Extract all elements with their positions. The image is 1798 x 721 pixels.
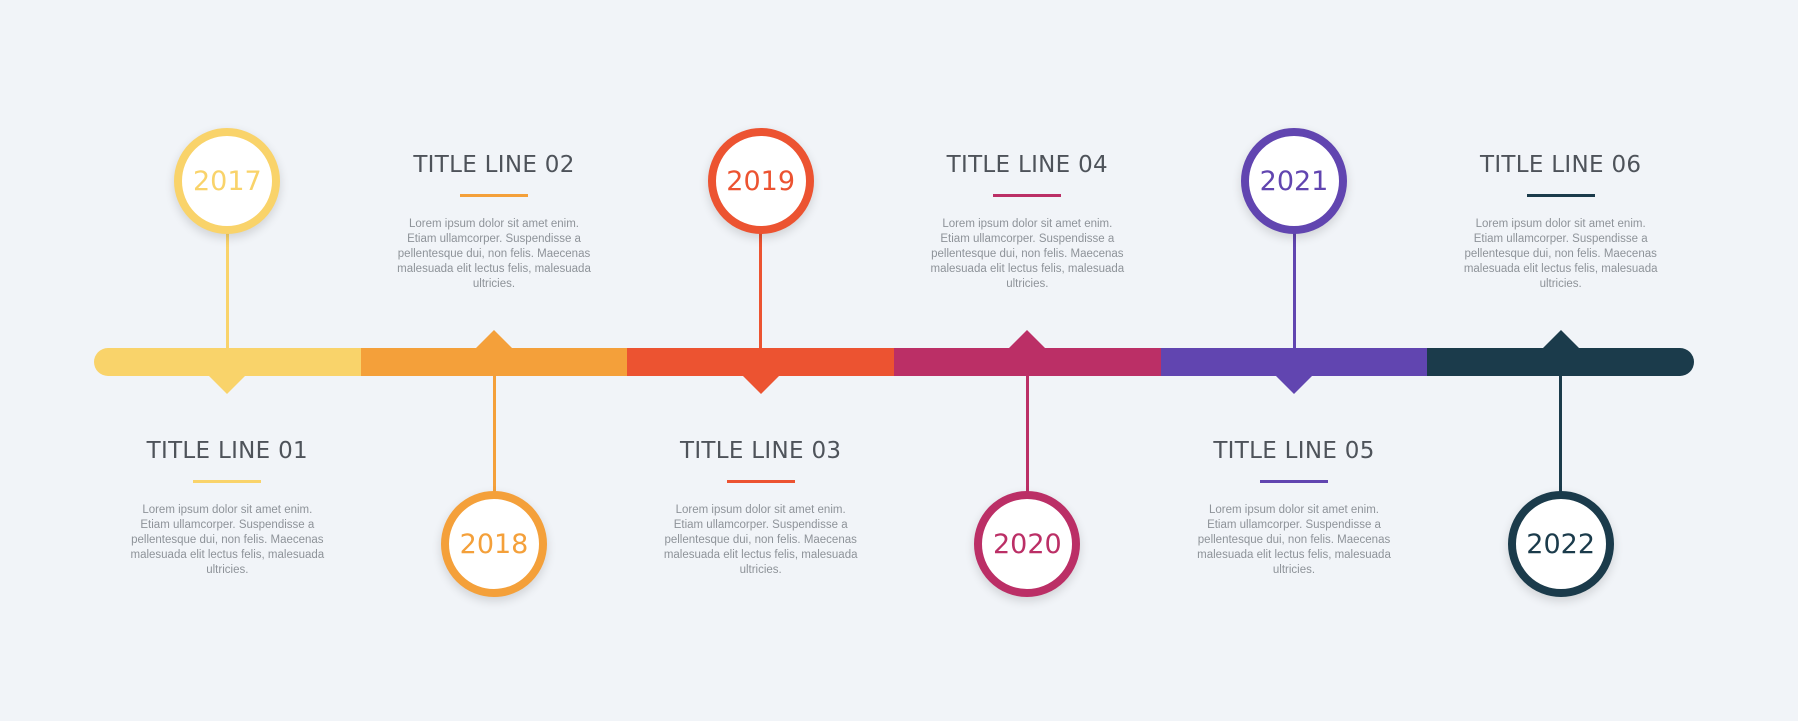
year-label: 2017 <box>192 165 262 197</box>
milestone-text-3: TITLE LINE 03 Lorem ipsum dolor sit amet … <box>661 438 861 578</box>
segment-pointer-6 <box>1542 330 1579 348</box>
milestone-description: Lorem ipsum dolor sit amet enim. Etiam u… <box>397 218 591 290</box>
title-underline <box>1260 480 1328 483</box>
connector-line-3 <box>759 181 763 362</box>
title-underline <box>460 194 528 197</box>
title-underline <box>726 480 795 483</box>
year-circle-2: 2018 <box>441 491 547 597</box>
segment-pointer-3 <box>742 376 779 394</box>
milestone-title: TITLE LINE 06 <box>1479 152 1642 178</box>
connector-line-4 <box>1025 362 1029 544</box>
connector-line-6 <box>1559 362 1563 544</box>
milestone-description: Lorem ipsum dolor sit amet enim. Etiam u… <box>1463 218 1658 290</box>
milestone-title: TITLE LINE 04 <box>946 152 1108 178</box>
year-circle-4: 2020 <box>974 491 1081 597</box>
year-label: 2022 <box>1526 528 1596 560</box>
year-label: 2020 <box>992 528 1062 560</box>
milestone-text-6: TITLE LINE 06 Lorem ipsum dolor sit amet … <box>1461 152 1661 292</box>
milestone-text-1: TITLE LINE 01 Lorem ipsum dolor sit amet … <box>127 438 327 578</box>
milestone-text-2: TITLE LINE 02 Lorem ipsum dolor sit amet … <box>394 152 594 292</box>
connector-line-1 <box>225 181 229 362</box>
year-label: 2018 <box>459 528 529 560</box>
title-underline <box>993 194 1062 197</box>
milestone-title: TITLE LINE 05 <box>1213 438 1375 464</box>
segment-pointer-2 <box>476 330 512 348</box>
milestone-title: TITLE LINE 02 <box>413 152 575 178</box>
title-underline <box>1526 194 1595 197</box>
connector-line-5 <box>1292 181 1296 362</box>
year-label: 2021 <box>1259 165 1329 197</box>
milestone-text-5: TITLE LINE 05 Lorem ipsum dolor sit amet … <box>1194 438 1394 578</box>
year-circle-5: 2021 <box>1241 128 1347 234</box>
milestone-description: Lorem ipsum dolor sit amet enim. Etiam u… <box>1197 504 1391 576</box>
milestone-description: Lorem ipsum dolor sit amet enim. Etiam u… <box>130 504 325 576</box>
segment-pointer-5 <box>1276 376 1312 394</box>
year-circle-1: 2017 <box>174 128 281 234</box>
milestone-text-4: TITLE LINE 04 Lorem ipsum dolor sit amet … <box>927 152 1127 292</box>
milestone-description: Lorem ipsum dolor sit amet enim. Etiam u… <box>663 504 858 576</box>
connector-line-2 <box>492 362 496 544</box>
segment-pointer-1 <box>209 376 246 394</box>
milestone-description: Lorem ipsum dolor sit amet enim. Etiam u… <box>930 218 1125 290</box>
year-label: 2019 <box>726 165 796 197</box>
title-underline <box>193 480 262 483</box>
milestone-title: TITLE LINE 01 <box>146 438 308 464</box>
segment-pointer-4 <box>1009 330 1046 348</box>
year-circle-6: 2022 <box>1507 491 1614 597</box>
year-circle-3: 2019 <box>707 128 814 234</box>
milestone-title: TITLE LINE 03 <box>679 438 842 464</box>
